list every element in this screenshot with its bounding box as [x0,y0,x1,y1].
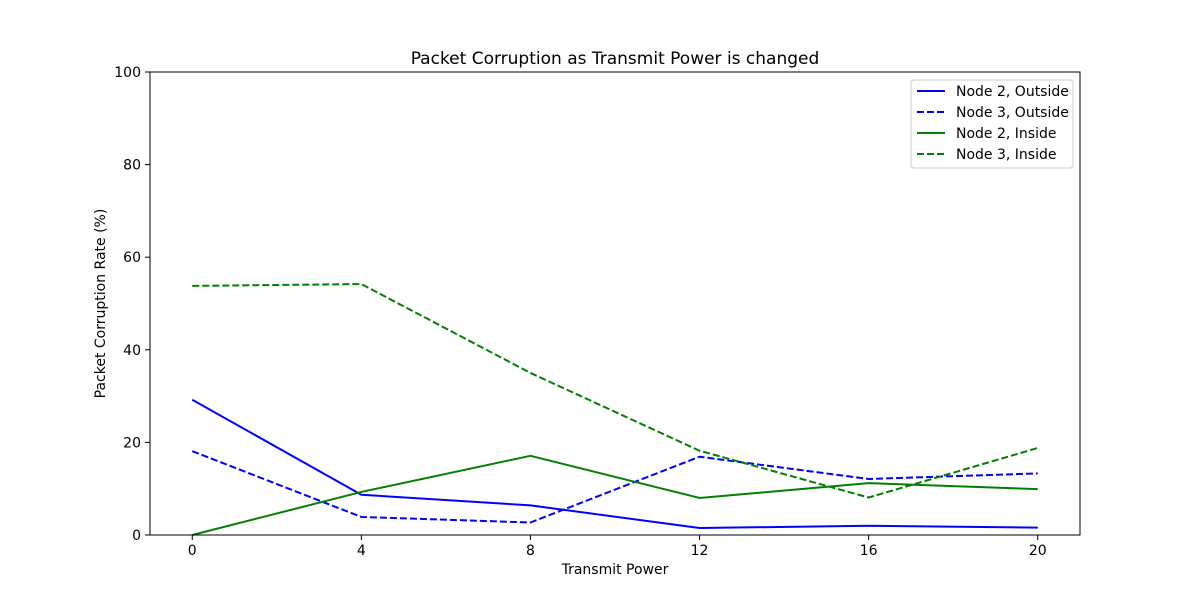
legend-box [910,79,1074,169]
y-tick-label: 0 [132,528,141,544]
legend: Node 2, Outside Node 3, Outside Node 2, In… [910,79,1074,169]
x-tick-label: 8 [526,543,535,559]
y-tick-label: 100 [114,65,141,81]
x-axis-label: Transmit Power [561,562,669,578]
x-axis: 0 4 8 12 16 20 [188,535,1047,559]
series-line-1 [191,398,1038,530]
y-axis: 0 20 40 60 80 100 [114,65,150,544]
legend-label-4: Node 3, Inside [956,147,1056,163]
x-tick-label: 12 [691,543,709,559]
plot-area [191,283,1039,536]
y-axis-label: Packet Corruption Rate (%) [93,209,109,399]
y-tick-label: 20 [123,435,141,451]
x-tick-label: 16 [860,543,878,559]
x-tick-label: 4 [357,543,366,559]
x-tick-label: 20 [1029,543,1047,559]
series-line-3 [192,454,1038,536]
y-tick-label: 80 [123,158,141,174]
legend-label-2: Node 3, Outside [956,105,1069,121]
series-line-2 [191,450,1038,524]
x-tick-label: 0 [188,543,197,559]
plot-frame [149,71,1081,536]
chart-title: Packet Corruption as Transmit Power is c… [411,49,820,69]
y-tick-label: 40 [123,343,141,359]
y-tick-label: 60 [123,250,141,266]
legend-label-1: Node 2, Outside [956,84,1069,100]
legend-label-3: Node 2, Inside [956,126,1056,142]
series-line-4 [192,283,1039,499]
